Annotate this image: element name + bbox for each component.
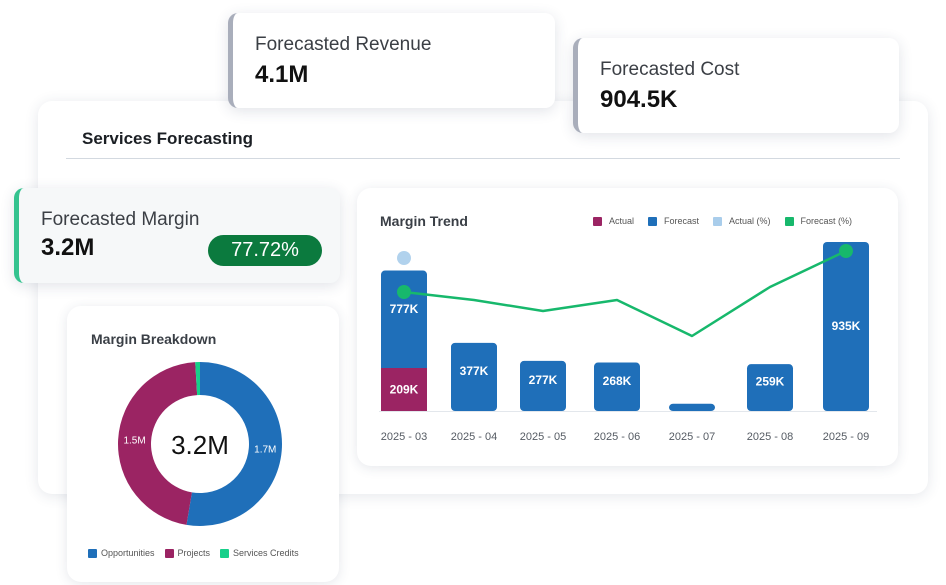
x-tick-label: 2025 - 04 (451, 431, 497, 443)
legend-item-services-credits[interactable]: Services Credits (220, 548, 299, 558)
legend-label: Forecast (%) (800, 216, 853, 226)
margin-breakdown-card: Margin Breakdown 1.7M 1.5M 3.2M Opportunit… (67, 306, 339, 582)
legend-swatch (713, 216, 723, 226)
forecast-bar (520, 360, 566, 411)
margin-trend-chart: 209K 777K 2025 - 03 377K 2025 - 04 277K 2025 -… (379, 242, 877, 443)
kpi-label: Forecasted Cost (600, 59, 740, 80)
legend-item-actual[interactable]: Actual (593, 216, 634, 226)
forecast-pct-line (403, 249, 847, 338)
legend-swatch (784, 216, 794, 226)
kpi-value: 3.2M (41, 234, 95, 261)
forecast-bar-label: 777K (390, 302, 419, 316)
legend-item-actual-pct[interactable]: Actual (%) (713, 216, 771, 226)
title-divider (66, 158, 900, 159)
legend-item-forecast-pct[interactable]: Forecast (%) (784, 216, 853, 226)
x-tick-label: 2025 - 06 (594, 431, 640, 443)
donut-slice-label: 1.7M (254, 444, 276, 455)
forecast-bar (823, 242, 869, 411)
legend-swatch (593, 216, 602, 226)
x-tick-label: 2025 - 09 (823, 431, 869, 443)
legend-swatch (648, 216, 658, 226)
forecast-bar-label: 268K (603, 374, 632, 388)
x-tick-label: 2025 - 07 (669, 431, 715, 443)
donut-slice-label: 1.5M (123, 435, 145, 446)
forecast-bar (747, 364, 793, 411)
kpi-label: Forecasted Revenue (255, 34, 432, 55)
kpi-card-forecasted-revenue[interactable]: Forecasted Revenue 4.1M (228, 13, 555, 108)
kpi-card-forecasted-cost[interactable]: Forecasted Cost 904.5K (573, 38, 899, 133)
forecast-bar-label: 935K (832, 319, 861, 333)
x-tick-label: 2025 - 03 (381, 431, 427, 443)
legend-item-forecast[interactable]: Forecast (648, 216, 699, 226)
chart-title: Margin Breakdown (91, 331, 217, 347)
kpi-value: 4.1M (255, 61, 309, 88)
forecast-bar (451, 342, 497, 411)
legend-label: Services Credits (233, 548, 299, 558)
actual-bar (381, 368, 427, 411)
forecast-bar-label: 377K (460, 364, 489, 378)
x-tick-label: 2025 - 05 (520, 431, 566, 443)
chart-title: Margin Trend (380, 213, 468, 229)
donut-center-label: 3.2M (171, 430, 229, 460)
kpi-card-forecasted-margin[interactable]: Forecasted Margin 3.2M 77.72% (14, 188, 340, 283)
forecast-bar-label: 259K (756, 375, 785, 389)
margin-trend-card: Margin Trend Actual Forecast Actual (%) … (357, 188, 898, 466)
legend-item-projects[interactable]: Projects (164, 548, 211, 558)
panel-title: Services Forecasting (82, 129, 254, 148)
actual-bar-label: 209K (390, 383, 419, 397)
legend-item-opportunities[interactable]: Opportunities (88, 548, 155, 558)
donut-slice-opportunities (186, 362, 283, 526)
forecast-pct-point (839, 244, 853, 258)
legend-swatch (88, 548, 97, 558)
chart-legend: Actual Forecast Actual (%) Forecast (%) (593, 216, 866, 226)
legend-swatch (220, 548, 230, 558)
kpi-label: Forecasted Margin (41, 209, 200, 230)
margin-breakdown-donut: 1.7M 1.5M 3.2M (118, 362, 283, 526)
legend-label: Forecast (664, 216, 700, 226)
donut-legend: Opportunities Projects Services Credits (88, 548, 299, 558)
x-tick-label: 2025 - 08 (747, 431, 793, 443)
actual-pct-point (397, 251, 411, 265)
forecast-bar (594, 362, 640, 411)
donut-slice-services-credits (195, 362, 200, 396)
forecast-bar-label: 277K (529, 373, 558, 387)
legend-label: Opportunities (101, 548, 155, 558)
legend-label: Actual (609, 216, 635, 226)
kpi-value: 904.5K (600, 86, 678, 113)
forecast-pct-point (397, 285, 411, 299)
legend-swatch (164, 548, 174, 558)
legend-label: Actual (%) (729, 216, 771, 226)
forecast-bar (669, 403, 715, 411)
margin-percent-badge: 77.72% (208, 235, 322, 266)
legend-label: Projects (177, 548, 211, 558)
donut-slice-projects (118, 362, 198, 525)
